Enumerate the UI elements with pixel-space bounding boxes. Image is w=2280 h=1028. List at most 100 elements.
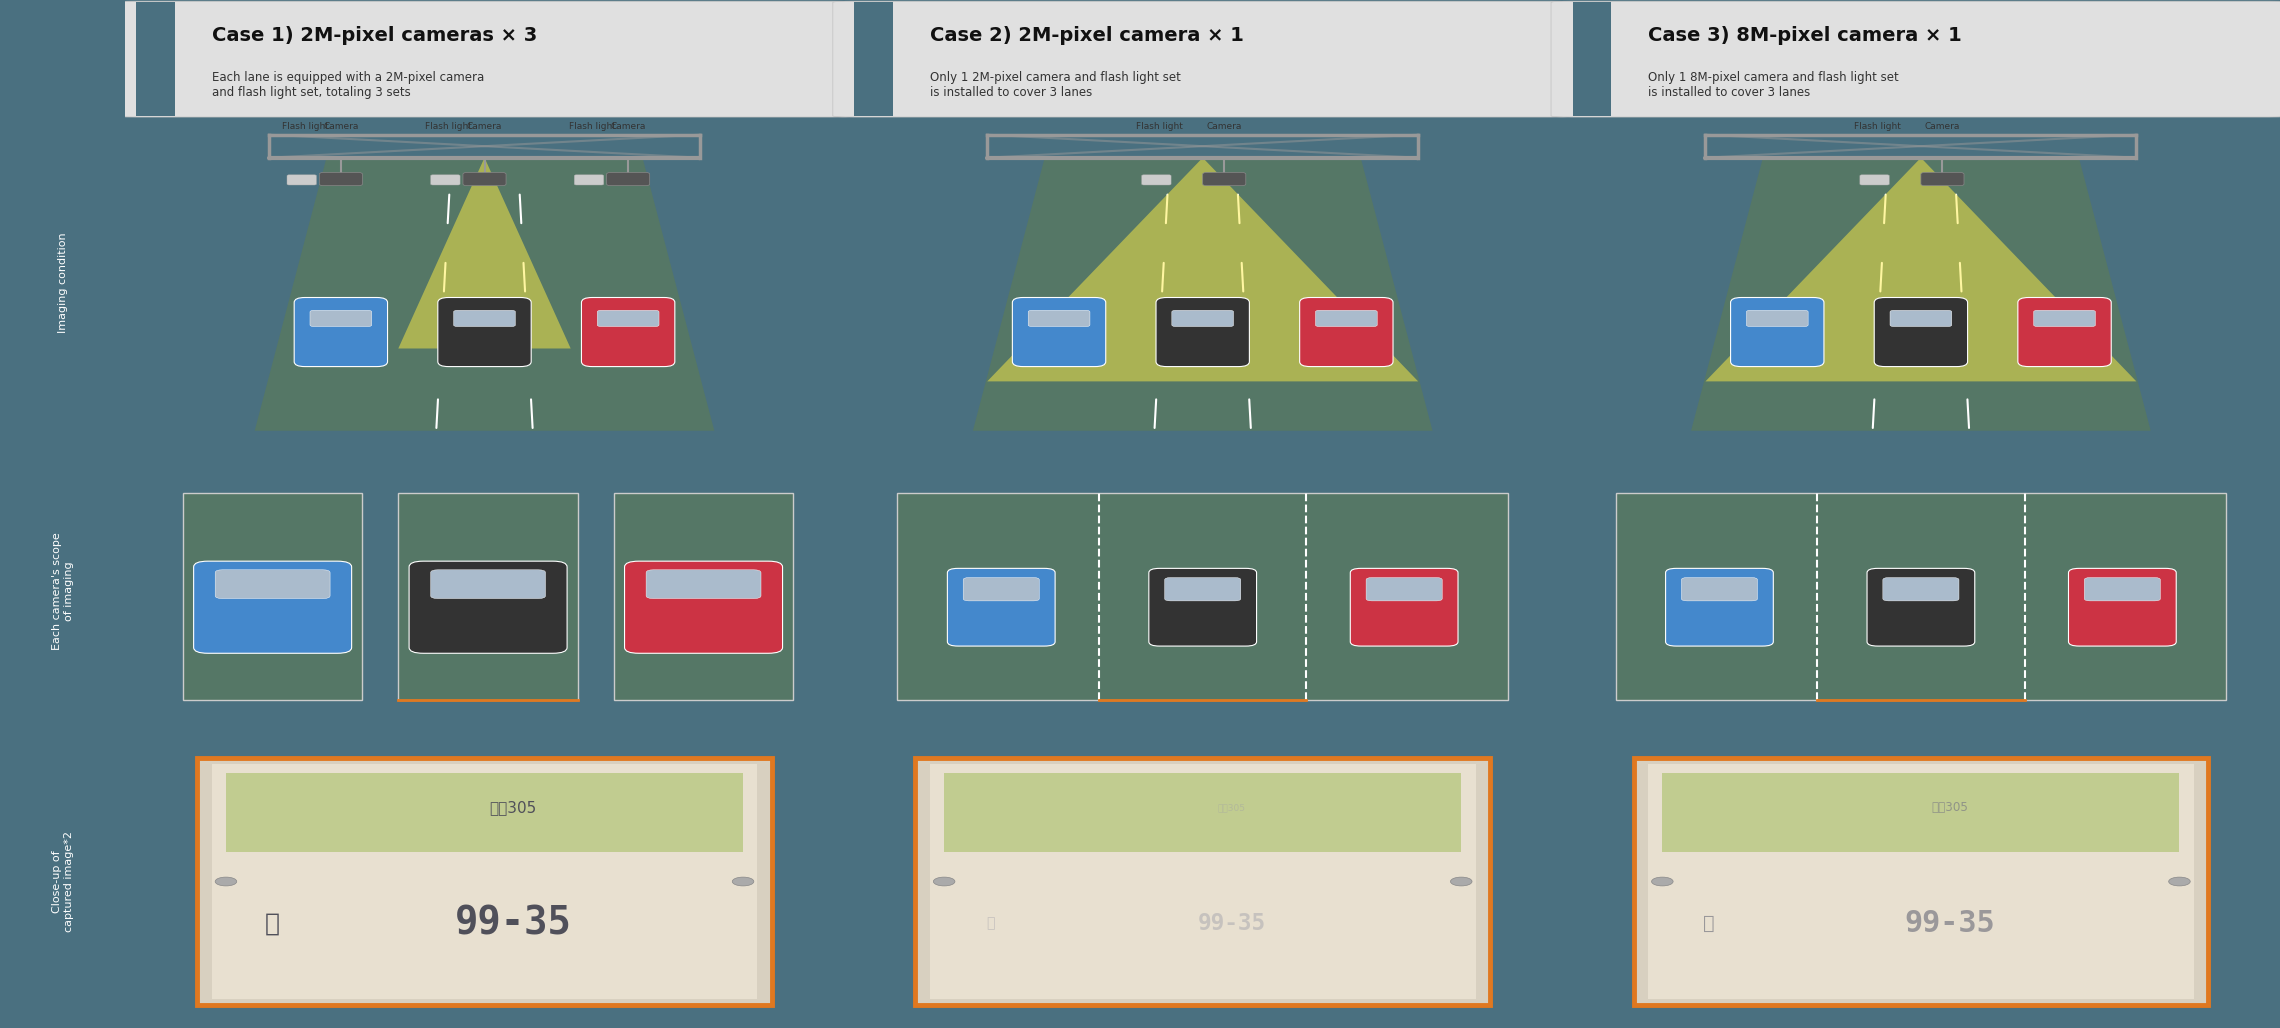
Circle shape <box>933 877 955 886</box>
Text: つ: つ <box>264 912 280 935</box>
FancyBboxPatch shape <box>2084 578 2161 601</box>
FancyBboxPatch shape <box>1731 297 1824 367</box>
FancyBboxPatch shape <box>1028 310 1090 327</box>
Polygon shape <box>974 157 1432 431</box>
FancyBboxPatch shape <box>182 493 363 700</box>
FancyBboxPatch shape <box>606 173 650 186</box>
Text: Camera: Camera <box>611 122 645 131</box>
Text: Each lane is equipped with a 2M-pixel camera
and flash light set, totaling 3 set: Each lane is equipped with a 2M-pixel ca… <box>212 71 483 99</box>
FancyBboxPatch shape <box>438 297 531 367</box>
FancyBboxPatch shape <box>645 570 762 598</box>
Bar <box>1648 765 2193 999</box>
Text: Close-up of
captured image*2: Close-up of captured image*2 <box>52 831 73 932</box>
FancyBboxPatch shape <box>408 561 568 653</box>
FancyBboxPatch shape <box>2034 310 2095 327</box>
Circle shape <box>2168 877 2191 886</box>
FancyBboxPatch shape <box>2068 568 2175 646</box>
Text: Flash light: Flash light <box>1135 122 1183 131</box>
Text: 横浜305: 横浜305 <box>490 800 536 815</box>
Text: Flash light: Flash light <box>424 122 472 131</box>
Polygon shape <box>987 157 1418 381</box>
FancyBboxPatch shape <box>1920 173 1963 186</box>
Text: Camera: Camera <box>1206 122 1243 131</box>
Circle shape <box>1450 877 1473 886</box>
FancyBboxPatch shape <box>1874 297 1968 367</box>
Text: 99-35: 99-35 <box>1904 909 1995 938</box>
FancyBboxPatch shape <box>319 173 363 186</box>
Text: 横浜305: 横浜305 <box>1218 803 1245 812</box>
Polygon shape <box>1705 157 2136 381</box>
FancyBboxPatch shape <box>463 173 506 186</box>
Text: つ: つ <box>985 916 994 930</box>
FancyBboxPatch shape <box>1350 568 1457 646</box>
Text: Only 1 2M-pixel camera and flash light set
is installed to cover 3 lanes: Only 1 2M-pixel camera and flash light s… <box>930 71 1181 99</box>
Text: Each camera's scope
of imaging: Each camera's scope of imaging <box>52 533 73 650</box>
Polygon shape <box>399 157 570 348</box>
FancyBboxPatch shape <box>1165 578 1240 601</box>
FancyBboxPatch shape <box>581 297 675 367</box>
FancyBboxPatch shape <box>1149 568 1256 646</box>
Text: Camera: Camera <box>324 122 358 131</box>
FancyBboxPatch shape <box>1550 1 2280 117</box>
Text: 99-35: 99-35 <box>1197 912 1265 934</box>
FancyBboxPatch shape <box>198 759 771 1004</box>
FancyBboxPatch shape <box>1204 173 1245 186</box>
FancyBboxPatch shape <box>287 175 317 185</box>
Text: 99-35: 99-35 <box>454 905 572 943</box>
FancyBboxPatch shape <box>1300 297 1393 367</box>
FancyBboxPatch shape <box>1617 493 2225 700</box>
FancyBboxPatch shape <box>310 310 372 327</box>
Bar <box>1573 2 1612 116</box>
Bar <box>944 773 1461 852</box>
FancyBboxPatch shape <box>1667 568 1774 646</box>
FancyBboxPatch shape <box>832 1 1573 117</box>
Text: Case 2) 2M-pixel camera × 1: Case 2) 2M-pixel camera × 1 <box>930 26 1243 45</box>
FancyBboxPatch shape <box>194 561 351 653</box>
FancyBboxPatch shape <box>898 493 1507 700</box>
FancyBboxPatch shape <box>597 310 659 327</box>
FancyBboxPatch shape <box>1746 310 1808 327</box>
Circle shape <box>214 877 237 886</box>
FancyBboxPatch shape <box>1316 310 1377 327</box>
FancyBboxPatch shape <box>1867 568 1974 646</box>
FancyBboxPatch shape <box>1890 310 1952 327</box>
FancyBboxPatch shape <box>114 1 855 117</box>
FancyBboxPatch shape <box>431 570 545 598</box>
FancyBboxPatch shape <box>1366 578 1443 601</box>
Text: Camera: Camera <box>467 122 502 131</box>
Circle shape <box>1651 877 1674 886</box>
FancyBboxPatch shape <box>962 578 1040 601</box>
Text: Flash light: Flash light <box>1854 122 1902 131</box>
FancyBboxPatch shape <box>1680 578 1758 601</box>
FancyBboxPatch shape <box>2018 297 2111 367</box>
FancyBboxPatch shape <box>1012 297 1106 367</box>
FancyBboxPatch shape <box>431 175 461 185</box>
FancyBboxPatch shape <box>1860 175 1890 185</box>
Text: Imaging condition: Imaging condition <box>57 232 68 333</box>
Circle shape <box>732 877 755 886</box>
Text: Flash light: Flash light <box>280 122 328 131</box>
Polygon shape <box>1692 157 2150 431</box>
Text: Only 1 8M-pixel camera and flash light set
is installed to cover 3 lanes: Only 1 8M-pixel camera and flash light s… <box>1648 71 1899 99</box>
FancyBboxPatch shape <box>1142 175 1172 185</box>
FancyBboxPatch shape <box>1632 759 2209 1004</box>
Text: 横浜305: 横浜305 <box>1931 801 1968 814</box>
Text: Camera: Camera <box>1924 122 1961 131</box>
Bar <box>930 765 1475 999</box>
FancyBboxPatch shape <box>613 493 793 700</box>
FancyBboxPatch shape <box>917 759 1491 1004</box>
FancyBboxPatch shape <box>575 175 604 185</box>
FancyBboxPatch shape <box>625 561 782 653</box>
FancyBboxPatch shape <box>1172 310 1233 327</box>
Bar <box>226 773 743 852</box>
FancyBboxPatch shape <box>214 570 331 598</box>
Bar <box>1662 773 2180 852</box>
FancyBboxPatch shape <box>294 297 388 367</box>
Polygon shape <box>255 157 714 431</box>
FancyBboxPatch shape <box>948 568 1056 646</box>
FancyBboxPatch shape <box>1156 297 1249 367</box>
Bar <box>212 765 757 999</box>
FancyBboxPatch shape <box>399 493 577 700</box>
Text: Case 3) 8M-pixel camera × 1: Case 3) 8M-pixel camera × 1 <box>1648 26 1961 45</box>
FancyBboxPatch shape <box>454 310 515 327</box>
